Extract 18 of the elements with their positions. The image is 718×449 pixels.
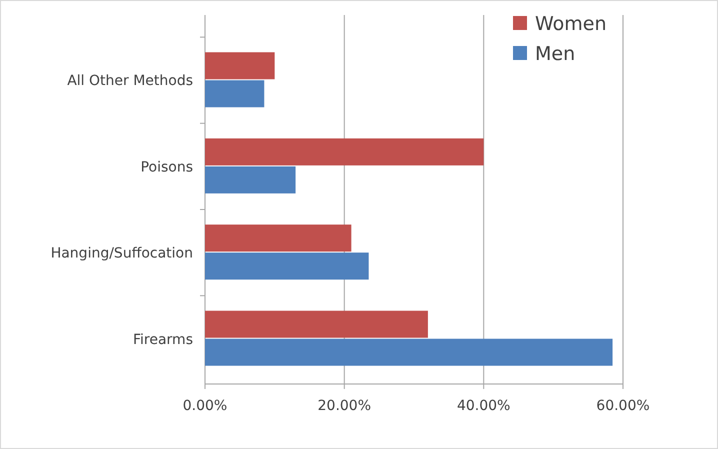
- bar: [205, 252, 369, 280]
- bar: [205, 138, 484, 166]
- bar: [205, 224, 352, 252]
- bar: [205, 52, 275, 80]
- bar: [205, 310, 428, 338]
- x-tick-label: 60.00%: [596, 398, 650, 414]
- y-tick-label: All Other Methods: [67, 73, 193, 90]
- bar: [205, 80, 264, 108]
- legend-label: Women: [535, 13, 607, 35]
- x-tick-label: 0.00%: [182, 398, 228, 414]
- y-tick-label: Poisons: [140, 159, 193, 176]
- bar: [205, 166, 296, 194]
- x-tick-label: 40.00%: [456, 398, 510, 414]
- x-tick-label: 20.00%: [318, 398, 372, 414]
- legend-label: Men: [535, 43, 576, 65]
- y-tick-label: Hanging/Suffocation: [50, 246, 193, 262]
- y-tick-label: Firearms: [132, 332, 193, 348]
- bar: [205, 338, 613, 366]
